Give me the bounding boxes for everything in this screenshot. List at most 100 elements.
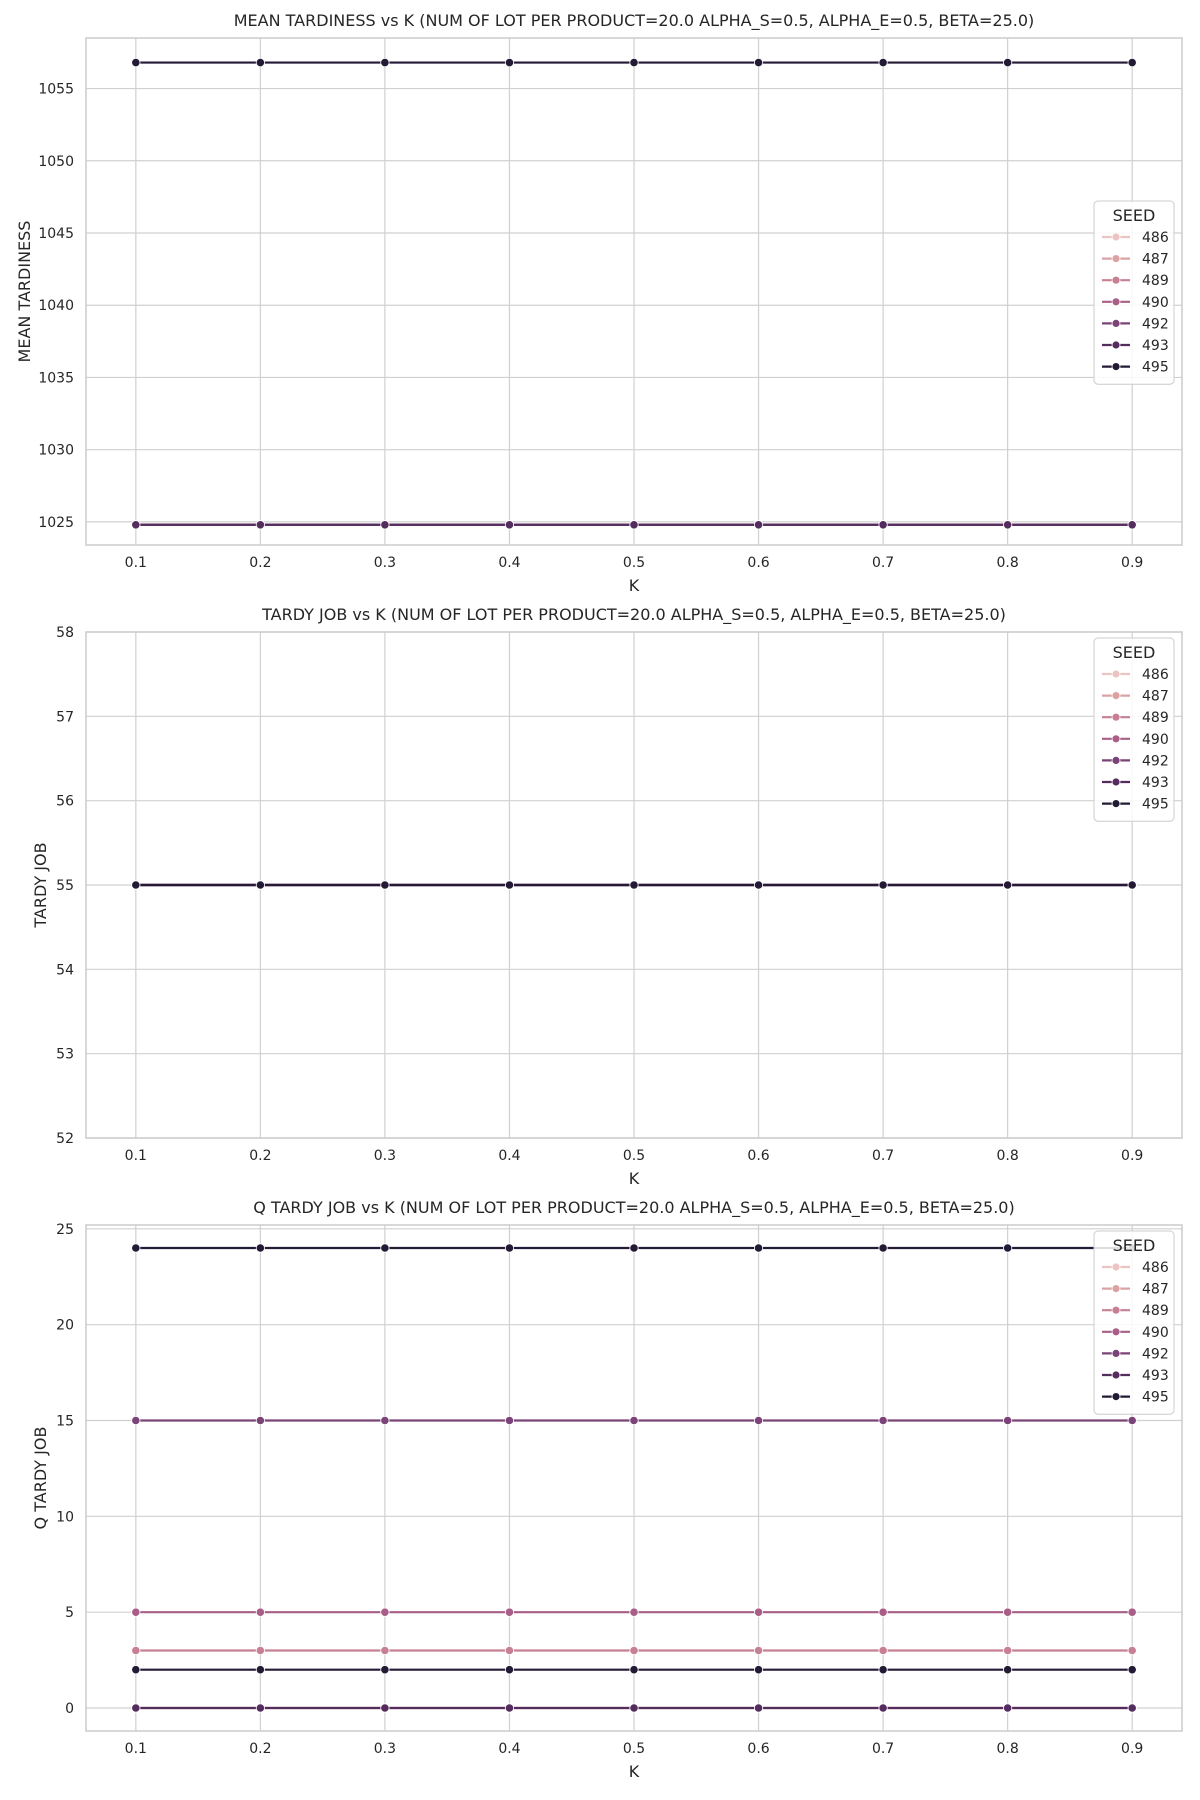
x-tick-label: 0.8 — [997, 1741, 1019, 1757]
data-point — [878, 1243, 888, 1253]
data-point — [131, 1645, 141, 1656]
legend-swatch-marker — [1111, 799, 1121, 808]
legend-swatch-marker — [1111, 1349, 1121, 1358]
x-tick-label: 0.5 — [623, 1741, 645, 1757]
legend-swatch-marker — [1111, 1284, 1121, 1293]
x-tick-label: 0.8 — [997, 1148, 1019, 1164]
y-tick-label: 1025 — [38, 515, 74, 531]
data-point — [878, 880, 888, 890]
data-point — [131, 1665, 141, 1675]
x-tick-label: 0.2 — [249, 1741, 271, 1757]
legend-entry-493: 493 — [1142, 1368, 1169, 1384]
y-tick-label: 53 — [56, 1047, 74, 1063]
legend-entry-489: 489 — [1142, 1303, 1169, 1319]
legend-swatch-marker — [1111, 1305, 1121, 1315]
data-point — [629, 1703, 639, 1713]
data-point — [629, 1243, 639, 1253]
x-tick-label: 0.6 — [747, 555, 769, 571]
data-point — [504, 1665, 515, 1675]
x-tick-label: 0.6 — [747, 1741, 769, 1757]
x-tick-label: 0.9 — [1121, 1148, 1143, 1164]
data-point — [504, 880, 515, 890]
data-point — [1003, 1703, 1013, 1713]
data-point — [380, 57, 390, 68]
chart-panel-2: 0.1 0.2 0.3 0.4 0.5 0.6 0.7 0.8 0.9 52 53 54 55 56 57 5… — [31, 605, 1183, 1188]
x-tick-label: 0.4 — [498, 555, 520, 571]
y-tick-label: 20 — [56, 1318, 74, 1334]
data-point — [380, 1665, 390, 1675]
x-tick-label: 0.7 — [872, 1148, 894, 1164]
data-point — [504, 1607, 515, 1617]
legend-swatch-marker — [1111, 275, 1121, 285]
data-point — [629, 57, 639, 68]
x-tick-label: 0.3 — [374, 1741, 396, 1757]
data-point — [629, 1607, 639, 1617]
y-tick-label: 56 — [56, 794, 74, 810]
data-point — [380, 1607, 390, 1617]
x-tick-label: 0.4 — [498, 1148, 520, 1164]
legend-entry-489: 489 — [1142, 273, 1169, 289]
data-point — [255, 1665, 265, 1675]
legend-entry-493: 493 — [1142, 775, 1169, 791]
legend-entry-495: 495 — [1142, 797, 1169, 813]
legend-box — [1093, 637, 1175, 822]
y-tick-label: 55 — [56, 878, 74, 894]
data-point — [1003, 57, 1013, 68]
data-point — [380, 1703, 390, 1713]
legend-entry-487: 487 — [1142, 689, 1169, 705]
data-point — [255, 1243, 265, 1253]
data-point — [629, 520, 639, 530]
legend-swatch-marker — [1111, 712, 1121, 722]
data-point — [1003, 1607, 1013, 1617]
legend-entry-486: 486 — [1142, 230, 1169, 246]
legend-title: SEED — [1113, 643, 1156, 662]
data-point — [255, 880, 265, 890]
data-point — [380, 1243, 390, 1253]
legend-entry-490: 490 — [1142, 295, 1169, 311]
x-tick-label: 0.7 — [872, 1741, 894, 1757]
plot-frame — [85, 37, 1183, 546]
data-point — [878, 520, 888, 530]
legend-swatch-marker — [1111, 232, 1121, 242]
data-point — [504, 1703, 515, 1713]
data-point — [753, 1665, 764, 1675]
chart-panel-1: 0.1 0.2 0.3 0.4 0.5 0.6 0.7 0.8 0.9 1025 1030 1035 1… — [15, 11, 1183, 595]
x-tick-label: 0.5 — [623, 1148, 645, 1164]
plot-frame — [85, 1224, 1183, 1732]
y-tick-label: 25 — [56, 1222, 74, 1238]
legend-entry-492: 492 — [1142, 316, 1169, 332]
legend-entry-487: 487 — [1142, 252, 1169, 268]
y-tick-label: 58 — [56, 625, 74, 641]
legend-entry-486: 486 — [1142, 667, 1169, 683]
x-tick-label: 0.3 — [374, 555, 396, 571]
x-tick-label: 0.9 — [1121, 1741, 1143, 1757]
data-point — [1003, 880, 1013, 890]
data-point — [255, 520, 265, 530]
data-point — [753, 1607, 764, 1617]
legend-swatch-marker — [1111, 777, 1121, 787]
y-tick-label: 1055 — [38, 82, 74, 98]
legend-title: SEED — [1113, 1236, 1156, 1255]
data-point — [255, 1607, 265, 1617]
legend-swatch-marker — [1111, 1392, 1121, 1401]
legend-swatch-marker — [1111, 669, 1121, 679]
data-point — [753, 1415, 764, 1426]
data-point — [255, 1645, 265, 1656]
chart-title: MEAN TARDINESS vs K (NUM OF LOT PER PROD… — [234, 11, 1035, 31]
chart-panel-3: 0.1 0.2 0.3 0.4 0.5 0.6 0.7 0.8 0.9 0 5 10 15 20 25 Q T… — [31, 1198, 1183, 1781]
legend-title: SEED — [1113, 206, 1156, 225]
data-point — [380, 880, 390, 890]
legend-entry-492: 492 — [1142, 1346, 1169, 1362]
legend-swatch-marker — [1111, 1327, 1121, 1337]
data-point — [1003, 1665, 1013, 1675]
data-point — [878, 1645, 888, 1656]
x-tick-label: 0.1 — [125, 1148, 147, 1164]
legend-entry-486: 486 — [1142, 1260, 1169, 1276]
data-point — [380, 1415, 390, 1426]
data-point — [878, 1703, 888, 1713]
data-point — [753, 1645, 764, 1656]
legend-entry-495: 495 — [1142, 360, 1169, 376]
legend-swatch-marker — [1111, 756, 1121, 765]
y-tick-label: 1035 — [38, 370, 74, 386]
